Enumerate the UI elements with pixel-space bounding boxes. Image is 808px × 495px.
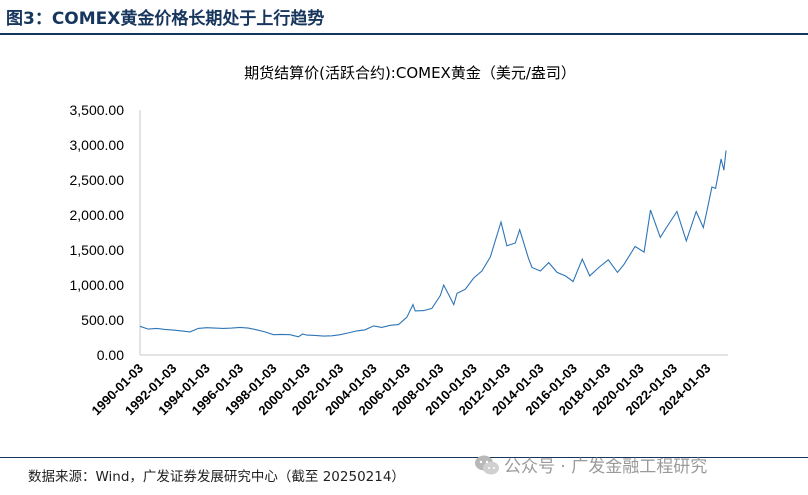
y-tick-label: 2,000.00: [70, 207, 125, 223]
y-tick-label: 1,000.00: [70, 277, 125, 293]
figure-title: 图3：COMEX黄金价格长期处于上行趋势: [6, 9, 325, 29]
y-tick-label: 3,000.00: [70, 137, 125, 153]
footer-divider: [0, 457, 808, 458]
series-line-comex-gold: [139, 150, 727, 338]
y-tick-label: 500.00: [81, 312, 124, 328]
y-tick-label: 3,500.00: [70, 102, 125, 118]
y-axis-ticks: 0.00 500.00 1,000.00 1,500.00 2,000.00 2,500.…: [70, 102, 125, 363]
watermark-text: 公众号 · 广发金融工程研究: [504, 457, 708, 477]
y-tick-label: 0.00: [97, 347, 124, 363]
y-tick-label: 1,500.00: [70, 242, 125, 258]
title-divider: [0, 33, 808, 35]
x-axis-ticks: 1990-01-031992-01-031994-01-031996-01-03…: [88, 361, 713, 419]
wechat-icon: [475, 455, 499, 474]
watermark: 公众号 · 广发金融工程研究: [474, 452, 707, 477]
chart-title: 期货结算价(活跃合约):COMEX黄金（美元/盎司）: [244, 64, 576, 82]
data-source-note: 数据来源：Wind，广发证券发展研究中心（截至 20250214）: [28, 469, 405, 485]
y-tick-label: 2,500.00: [70, 172, 125, 188]
